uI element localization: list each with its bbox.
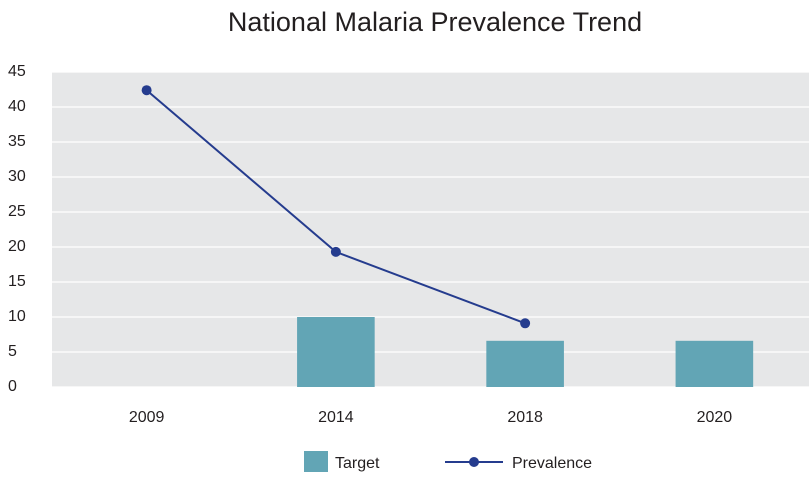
- y-tick-label: 15: [8, 273, 26, 290]
- legend-swatch-point: [469, 457, 479, 467]
- point: [141, 85, 152, 96]
- x-tick-label: 2014: [318, 409, 354, 426]
- legend-label: Target: [335, 455, 380, 472]
- legend-swatch: [304, 451, 328, 472]
- point: [520, 318, 531, 329]
- y-tick-label: 30: [8, 168, 26, 185]
- y-tick-label: 25: [8, 203, 26, 220]
- x-tick-label: 2018: [507, 409, 543, 426]
- bar: [486, 340, 564, 387]
- y-tick-label: 5: [8, 343, 17, 360]
- x-tick-label: 2020: [697, 409, 733, 426]
- y-tick-label: 0: [8, 378, 17, 395]
- chart-title: National Malaria Prevalence Trend: [228, 7, 642, 37]
- y-tick-label: 40: [8, 98, 26, 115]
- plot-area: [52, 72, 809, 387]
- y-tick-label: 20: [8, 238, 26, 255]
- y-tick-label: 45: [8, 63, 26, 80]
- x-tick-label: 2009: [129, 409, 165, 426]
- y-tick-label: 10: [8, 308, 26, 325]
- y-tick-label: 35: [8, 133, 26, 150]
- bar: [297, 317, 375, 387]
- legend-label: Prevalence: [512, 455, 592, 472]
- point: [330, 246, 341, 257]
- bar: [675, 340, 754, 387]
